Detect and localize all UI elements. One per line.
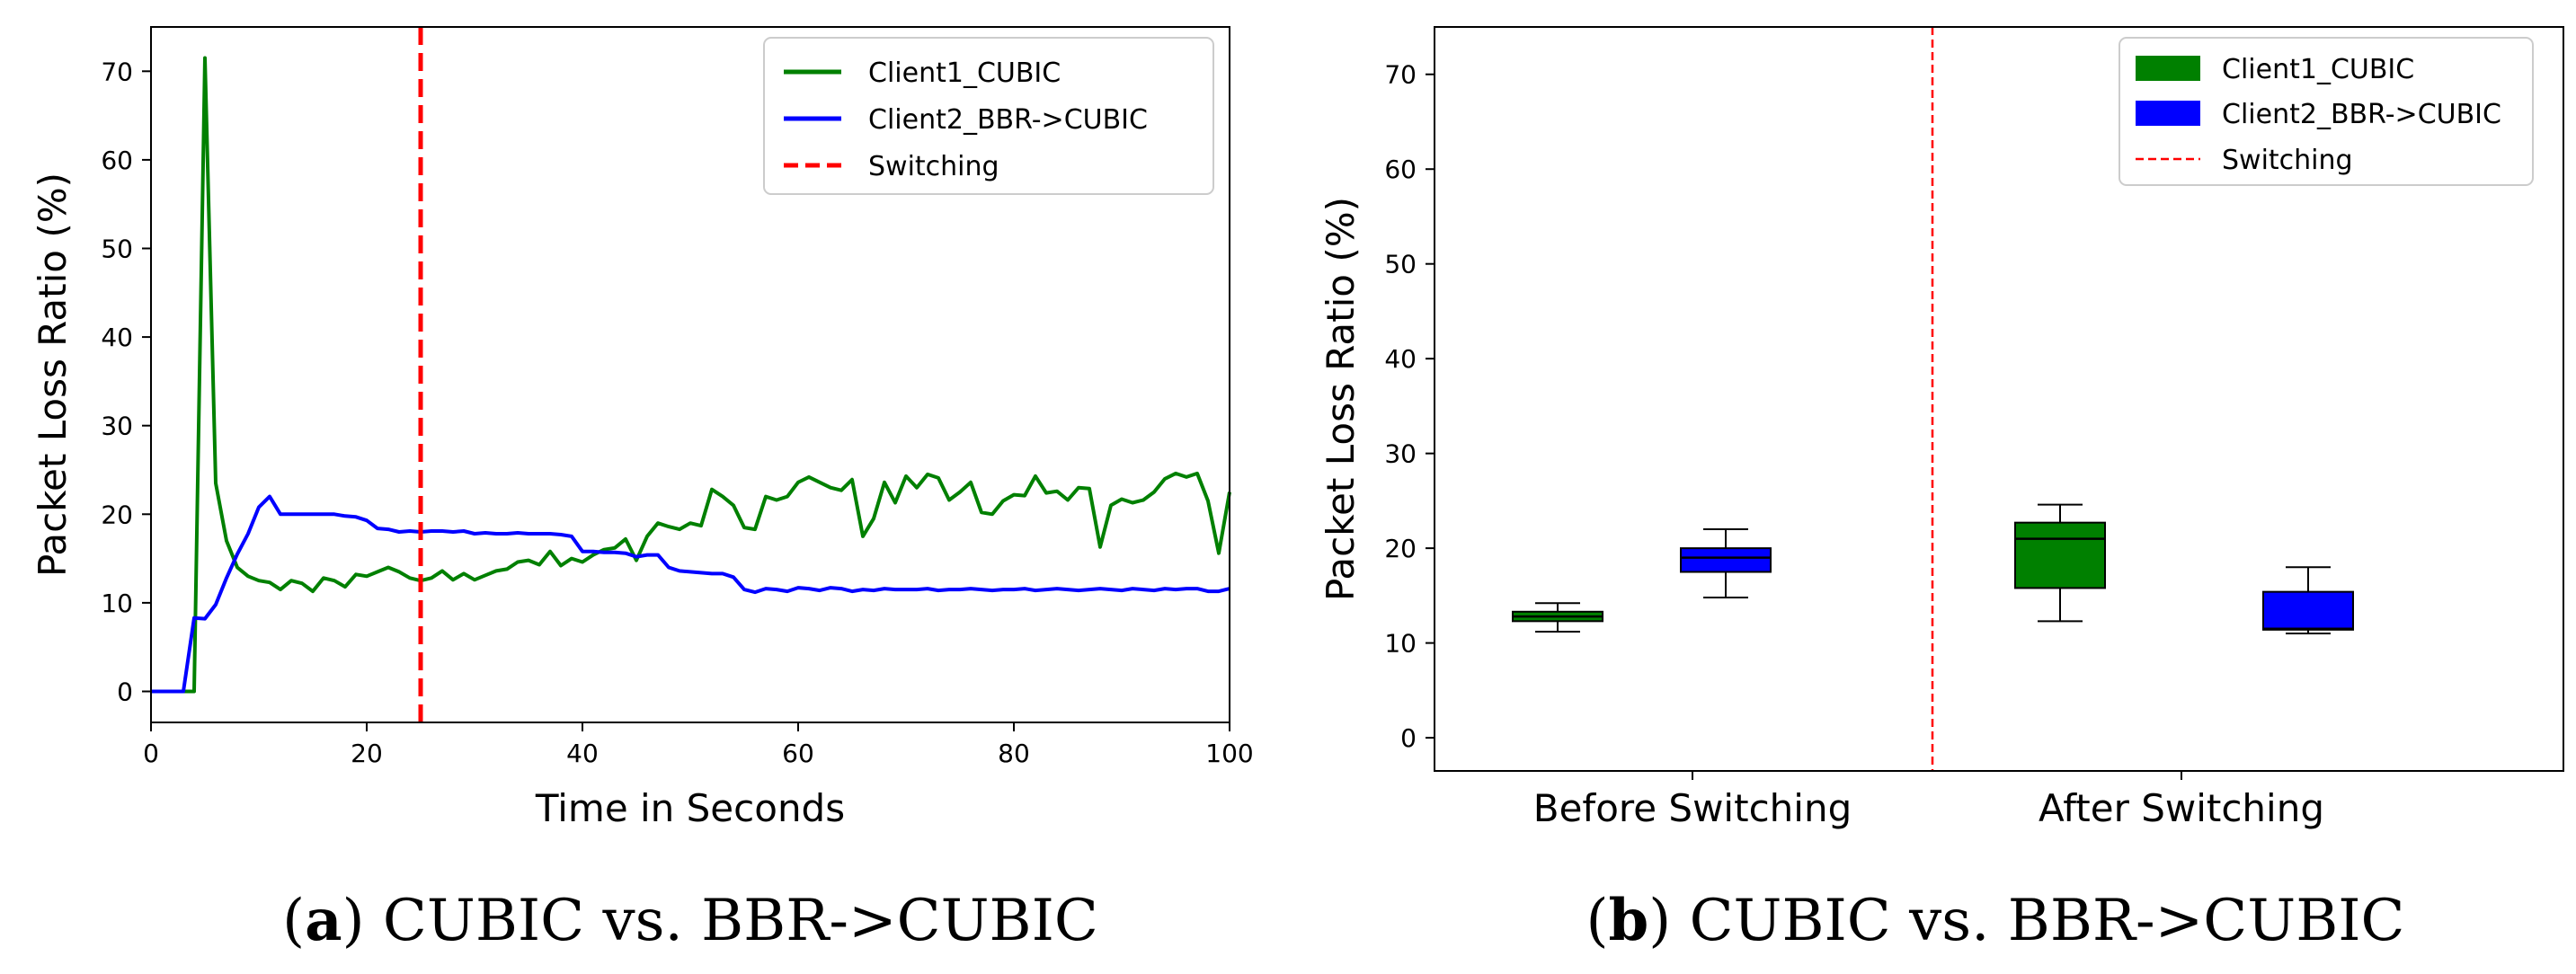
y-tick-label: 40 [101, 323, 133, 352]
category-label-before: Before Switching [1533, 786, 1852, 830]
box-body [2262, 590, 2354, 631]
box-body [2014, 521, 2106, 589]
caption-text: CUBIC vs. BBR->CUBIC [383, 888, 1098, 954]
caption-text: CUBIC vs. BBR->CUBIC [1690, 888, 2405, 954]
y-tick-label: 30 [101, 412, 133, 441]
x-tick-label: 0 [143, 739, 159, 768]
legend: Client1_CUBIC Client2_BBR->CUBIC Switchi… [763, 37, 1214, 195]
legend: Client1_CUBIC Client2_BBR->CUBIC Switchi… [2119, 37, 2534, 186]
caption-letter: a [305, 887, 342, 954]
y-tick-label: 0 [117, 677, 133, 706]
legend-box [763, 37, 1214, 195]
series-line-client1 [151, 56, 1231, 694]
box-client2-before [1680, 528, 1772, 598]
y-axis-label: Packet Loss Ratio (%) [31, 173, 75, 577]
legend-label-client2: Client2_BBR->CUBIC [2222, 99, 2501, 130]
box-client2-after [2262, 566, 2354, 635]
x-axis-label: Time in Seconds [535, 786, 845, 830]
box-client1-before [1512, 602, 1603, 633]
legend-label-client1: Client1_CUBIC [2222, 54, 2414, 85]
x-tick-label: 60 [782, 739, 814, 768]
legend-box [2119, 37, 2534, 186]
y-tick-label: 70 [101, 57, 133, 86]
caption-b: (b) CUBIC vs. BBR->CUBIC [1586, 887, 2405, 954]
line-chart-panel: 0 20 40 60 80 100 0 10 20 30 40 50 60 70 Time in Seco… [31, 26, 1254, 954]
x-tick-label: 20 [351, 739, 383, 768]
caption-letter: b [1609, 887, 1649, 954]
y-tick-label: 20 [101, 500, 133, 529]
y-tick-label: 50 [101, 234, 133, 263]
box-client1-after [2014, 503, 2106, 623]
plot-frame [150, 26, 1230, 723]
y-axis-label: Packet Loss Ratio (%) [1319, 197, 1363, 601]
legend-swatch-client2 [2136, 101, 2200, 126]
legend-label-client2: Client2_BBR->CUBIC [868, 104, 1148, 136]
x-tick-label: 80 [998, 739, 1030, 768]
y-tick-label: 10 [101, 589, 133, 618]
y-tick-label: 60 [1384, 155, 1417, 184]
caption-a: (a) CUBIC vs. BBR->CUBIC [282, 887, 1098, 954]
y-tick-label: 0 [1400, 723, 1417, 753]
box-body [1680, 547, 1772, 573]
x-tick-label: 40 [566, 739, 599, 768]
legend-label-client1: Client1_CUBIC [868, 58, 1061, 89]
y-tick-label: 50 [1384, 250, 1417, 279]
legend-label-switching: Switching [868, 151, 999, 182]
series-line-client2 [151, 494, 1230, 694]
plot-frame [1434, 26, 2564, 772]
box-chart-panel: 0 10 20 30 40 50 60 70 Packet Loss Ratio (%) Be… [1319, 26, 2564, 954]
y-tick-label: 60 [101, 146, 133, 175]
legend-label-switching: Switching [2222, 145, 2353, 176]
category-label-after: After Switching [2039, 786, 2324, 830]
y-tick-label: 10 [1384, 629, 1417, 659]
x-tick-label: 100 [1205, 739, 1253, 768]
y-tick-label: 70 [1384, 60, 1417, 90]
y-tick-label: 30 [1384, 439, 1417, 469]
y-tick-label: 40 [1384, 344, 1417, 374]
legend-swatch-client1 [2136, 56, 2200, 81]
y-tick-label: 20 [1384, 534, 1417, 563]
